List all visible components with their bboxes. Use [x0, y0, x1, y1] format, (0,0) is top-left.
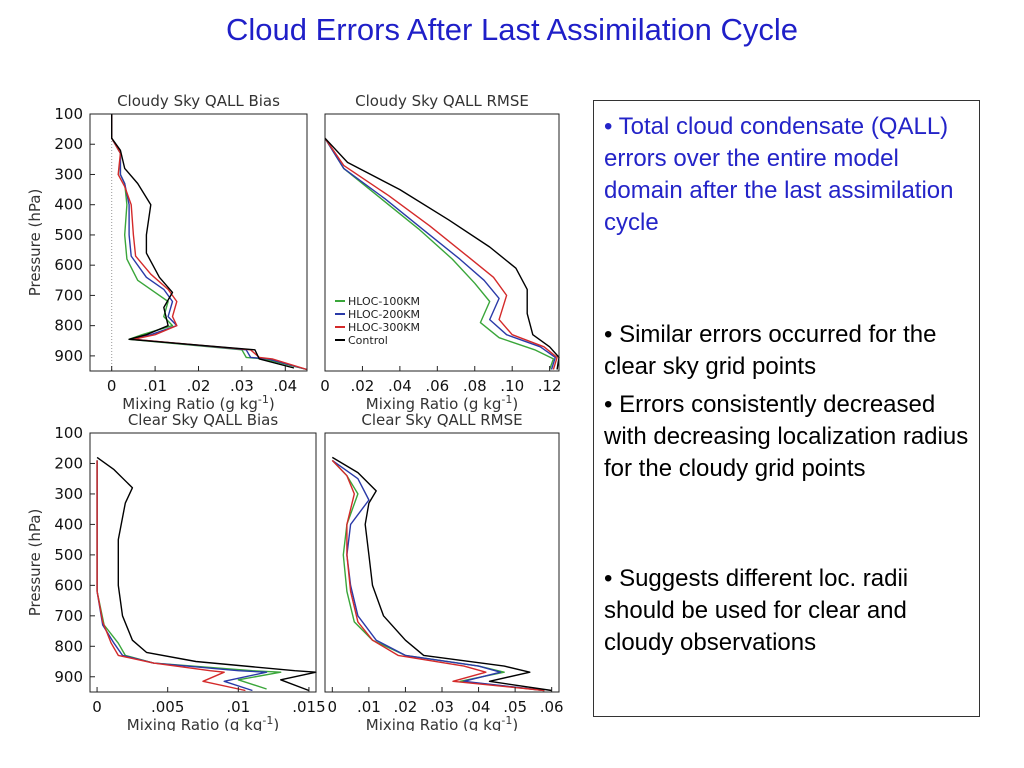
clear-rmse-title: Clear Sky QALL RMSE	[361, 411, 522, 429]
cloudy-rmse-series-hloc-300km	[324, 137, 558, 370]
cloudy-bias-series-hloc-300km	[110, 114, 308, 371]
legend-label-control: Control	[348, 334, 388, 347]
clear-bias-ytick-label: 100	[54, 424, 83, 442]
panel-clear-bias: Clear Sky QALL Bias 0 .005 .01 .015 100 200 300…	[26, 411, 326, 731]
clear-bias-ytick-label: 600	[54, 576, 83, 594]
clear-rmse-xtick-label: .01	[357, 698, 381, 716]
cloudy-bias-ytick-label: 800	[54, 317, 83, 335]
cloudy-bias-ytick-label: 600	[54, 256, 83, 274]
clear-rmse-xtick-label: .02	[394, 698, 418, 716]
legend-label-hloc-200km: HLOC-200KM	[348, 308, 420, 321]
cloudy-rmse-xtick-label: .10	[500, 377, 524, 395]
cloudy-bias-series-control	[110, 114, 295, 369]
clear-bias-ytick-label: 700	[54, 607, 83, 625]
cloudy-bias-ytick-label: 500	[54, 226, 83, 244]
cloudy-bias-ytick-label: 700	[54, 286, 83, 304]
clear-bias-ytick-label: 800	[54, 637, 83, 655]
cloudy-bias-ylabel: Pressure (hPa)	[26, 189, 44, 297]
cloudy-rmse-xtick-label: .06	[425, 377, 449, 395]
cloudy-rmse-xtick-label: .12	[538, 377, 562, 395]
clear-rmse-xtick-label: .03	[430, 698, 454, 716]
cloudy-bias-series-hloc-200km	[110, 114, 308, 371]
figure-panels: Cloudy Sky QALL Bias 0 .01 .02 .03 .04 100 200 3…	[26, 92, 564, 731]
panel-cloudy-rmse: Cloudy Sky QALL RMSE 0 .02 .04 .06 .08 .10 .12 M…	[320, 92, 561, 413]
clear-bias-xlabel: Mixing Ratio (g kg-1)	[127, 714, 279, 731]
cloudy-bias-title: Cloudy Sky QALL Bias	[117, 92, 280, 110]
cloudy-rmse-series-control	[324, 137, 560, 370]
cloudy-bias-ytick-label: 100	[54, 105, 83, 123]
cloudy-rmse-series-hloc-100km	[324, 137, 555, 370]
clear-bias-xtick-label: 0	[92, 698, 102, 716]
slide-title: Cloud Errors After Last Assimilation Cyc…	[226, 12, 798, 47]
note-similar-errors: • Similar errors occurred for the clear …	[604, 321, 937, 380]
clear-bias-series-control	[96, 456, 317, 692]
cloudy-bias-ytick-label: 300	[54, 165, 83, 183]
clear-rmse-series-hloc-200km	[331, 459, 545, 692]
clear-bias-title: Clear Sky QALL Bias	[128, 411, 279, 429]
cloudy-bias-xtick-label: .03	[230, 377, 254, 395]
clear-bias-ytick-label: 400	[54, 515, 83, 533]
clear-bias-ytick-label: 900	[54, 668, 83, 686]
panel-clear-rmse: Clear Sky QALL RMSE 0 .01 .02 .03 .04 .05 .06 Mi…	[324, 411, 564, 731]
cloudy-rmse-xtick-label: .02	[351, 377, 375, 395]
clear-bias-series-hloc-100km	[96, 460, 282, 690]
clear-rmse-series-hloc-300km	[331, 459, 545, 692]
legend-label-hloc-100km: HLOC-100KM	[348, 295, 420, 308]
cloudy-rmse-xlabel: Mixing Ratio (g kg-1)	[366, 393, 518, 413]
note-decreasing-errors: • Errors consistently decreased with dec…	[604, 391, 969, 482]
clear-bias-xtick-label: .01	[226, 698, 250, 716]
clear-rmse-xtick-label: .05	[503, 698, 527, 716]
cloudy-bias-xtick-label: .04	[273, 377, 297, 395]
panel-cloudy-bias: Cloudy Sky QALL Bias 0 .01 .02 .03 .04 100 200 3…	[26, 92, 308, 413]
clear-rmse-xtick-label: .04	[467, 698, 491, 716]
cloudy-bias-frame	[89, 113, 308, 372]
note-qall-errors: • Total cloud condensate (QALL) errors o…	[604, 113, 954, 236]
cloudy-bias-ytick-label: 200	[54, 135, 83, 153]
clear-bias-xtick-label: .015	[292, 698, 325, 716]
clear-rmse-xtick-label: 0	[328, 698, 338, 716]
cloudy-bias-ytick-label: 900	[54, 347, 83, 365]
clear-bias-ylabel: Pressure (hPa)	[26, 509, 44, 617]
note-different-radii: • Suggests different loc. radii should b…	[604, 565, 909, 656]
cloudy-bias-series-hloc-100km	[110, 114, 308, 371]
clear-bias-series-hloc-300km	[96, 460, 246, 692]
clear-rmse-series-hloc-100km	[331, 459, 545, 692]
clear-bias-ytick-label: 300	[54, 485, 83, 503]
legend-label-hloc-300km: HLOC-300KM	[348, 321, 420, 334]
cloudy-rmse-title: Cloudy Sky QALL RMSE	[355, 92, 529, 110]
clear-bias-xtick-label: .005	[151, 698, 184, 716]
cloudy-bias-xtick-label: 0	[107, 377, 117, 395]
cloudy-bias-xlabel: Mixing Ratio (g kg-1)	[122, 393, 274, 413]
cloudy-bias-xtick-label: .02	[187, 377, 211, 395]
cloudy-rmse-frame	[324, 113, 560, 372]
cloudy-rmse-xtick-label: 0	[320, 377, 330, 395]
clear-bias-ytick-label: 500	[54, 546, 83, 564]
clear-bias-ytick-label: 200	[54, 454, 83, 472]
clear-rmse-xtick-label: .06	[540, 698, 564, 716]
clear-rmse-xlabel: Mixing Ratio (g kg-1)	[366, 714, 518, 731]
cloudy-rmse-xtick-label: .04	[388, 377, 412, 395]
clear-rmse-frame	[324, 432, 560, 693]
cloudy-bias-xtick-label: .01	[143, 377, 167, 395]
notes-box: • Total cloud condensate (QALL) errors o…	[593, 100, 980, 717]
cloudy-rmse-xtick-label: .08	[463, 377, 487, 395]
cloudy-rmse-series-hloc-200km	[324, 137, 556, 370]
clear-bias-frame	[89, 432, 317, 693]
cloudy-bias-ytick-label: 400	[54, 196, 83, 214]
clear-rmse-series-control	[331, 456, 552, 692]
